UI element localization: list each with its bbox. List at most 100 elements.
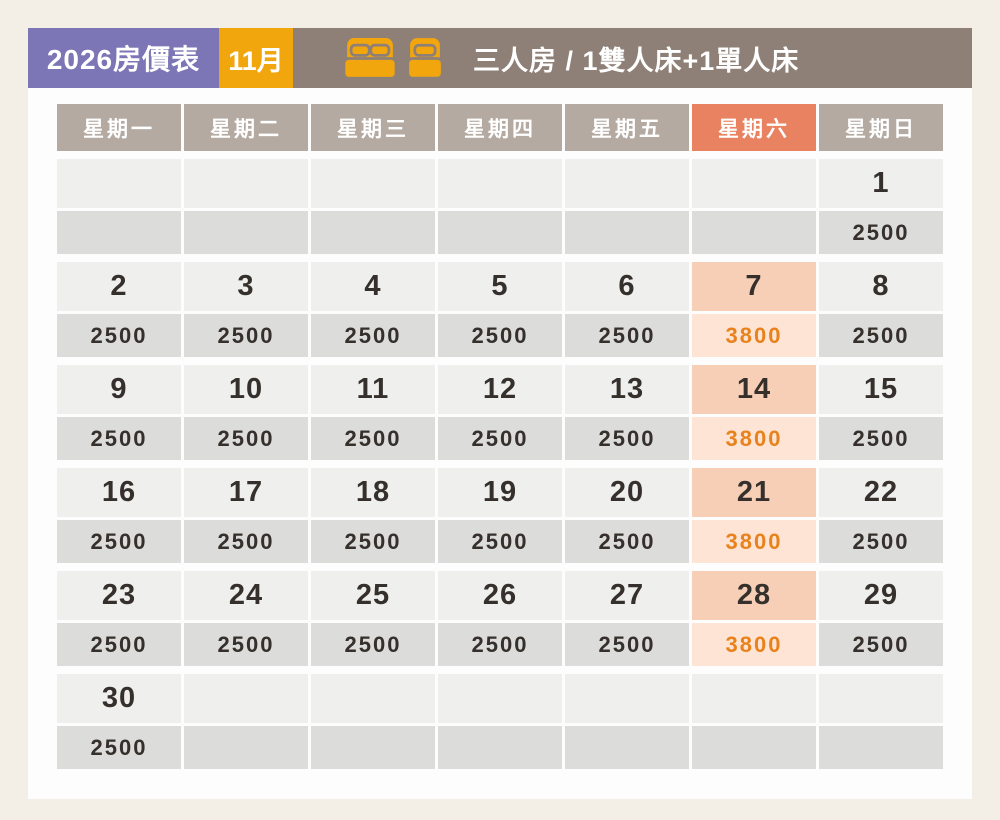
- price-cell-14: 3800: [692, 417, 816, 460]
- day-cell-22: 22: [819, 468, 943, 517]
- weekday-header-5: 星期五: [565, 104, 689, 151]
- day-cell-2: 2: [57, 262, 181, 311]
- calendar-weeks: 1 2500 2 3 4 5 6 7 8 2500 2500 2500 2500 2500 3800 2500…: [57, 159, 943, 769]
- day-cell-26: 26: [438, 571, 562, 620]
- week-row-2: 2 3 4 5 6 7 8 2500 2500 2500 2500 2500 3800 2500: [57, 262, 943, 357]
- bed-icons: [343, 37, 443, 79]
- price-cell-29: 2500: [819, 623, 943, 666]
- day-cell-5: 5: [438, 262, 562, 311]
- day-cell-4: 4: [311, 262, 435, 311]
- price-cell-5: 2500: [438, 314, 562, 357]
- weekday-header-7: 星期日: [819, 104, 943, 151]
- price-cell-26: 2500: [438, 623, 562, 666]
- day-cell-17: 17: [184, 468, 308, 517]
- price-cell-21: 3800: [692, 520, 816, 563]
- day-cell-empty: [438, 159, 562, 208]
- day-cell-3: 3: [184, 262, 308, 311]
- weekday-header-3: 星期三: [311, 104, 435, 151]
- price-cell-25: 2500: [311, 623, 435, 666]
- day-cell-empty: [438, 674, 562, 723]
- price-cell-16: 2500: [57, 520, 181, 563]
- price-cell-17: 2500: [184, 520, 308, 563]
- month-badge: 11月: [219, 28, 293, 88]
- price-cell-empty: [184, 211, 308, 254]
- day-cell-29: 29: [819, 571, 943, 620]
- day-cell-15: 15: [819, 365, 943, 414]
- price-cell-8: 2500: [819, 314, 943, 357]
- price-cell-27: 2500: [565, 623, 689, 666]
- day-cell-27: 27: [565, 571, 689, 620]
- day-cell-23: 23: [57, 571, 181, 620]
- price-cell-19: 2500: [438, 520, 562, 563]
- price-cell-empty: [692, 726, 816, 769]
- day-cell-9: 9: [57, 365, 181, 414]
- weekday-header-4: 星期四: [438, 104, 562, 151]
- price-cell-4: 2500: [311, 314, 435, 357]
- price-cell-28: 3800: [692, 623, 816, 666]
- price-cell-30: 2500: [57, 726, 181, 769]
- day-cell-24: 24: [184, 571, 308, 620]
- price-cell-11: 2500: [311, 417, 435, 460]
- day-cell-25: 25: [311, 571, 435, 620]
- day-cell-empty: [311, 674, 435, 723]
- price-cell-empty: [311, 726, 435, 769]
- price-cell-23: 2500: [57, 623, 181, 666]
- day-cell-18: 18: [311, 468, 435, 517]
- week-row-5: 23 24 25 26 27 28 29 2500 2500 2500 2500 2500 3800 25…: [57, 571, 943, 666]
- header-bar: 2026房價表 11月 三人房 / 1雙人床+1單人床: [28, 28, 972, 88]
- double-bed-icon: [343, 37, 397, 79]
- price-cell-12: 2500: [438, 417, 562, 460]
- day-cell-empty: [565, 674, 689, 723]
- weekday-header-1: 星期一: [57, 104, 181, 151]
- price-cell-3: 2500: [184, 314, 308, 357]
- day-cell-empty: [57, 159, 181, 208]
- price-cell-7: 3800: [692, 314, 816, 357]
- day-cell-empty: [819, 674, 943, 723]
- price-cell-18: 2500: [311, 520, 435, 563]
- day-cell-21: 21: [692, 468, 816, 517]
- price-cell-empty: [311, 211, 435, 254]
- day-cell-empty: [184, 159, 308, 208]
- day-cell-6: 6: [565, 262, 689, 311]
- day-cell-empty: [565, 159, 689, 208]
- price-cell-empty: [438, 211, 562, 254]
- price-cell-empty: [819, 726, 943, 769]
- day-cell-8: 8: [819, 262, 943, 311]
- price-cell-9: 2500: [57, 417, 181, 460]
- day-cell-30: 30: [57, 674, 181, 723]
- price-cell-6: 2500: [565, 314, 689, 357]
- price-table-card: 2026房價表 11月 三人房 / 1雙人床+1單人床 星期一 星期二 星期三 星期四…: [28, 28, 972, 799]
- day-cell-13: 13: [565, 365, 689, 414]
- day-cell-empty: [311, 159, 435, 208]
- week-row-3: 9 10 11 12 13 14 15 2500 2500 2500 2500 2500 3800 250…: [57, 365, 943, 460]
- price-cell-15: 2500: [819, 417, 943, 460]
- week-row-1: 1 2500: [57, 159, 943, 254]
- price-cell-20: 2500: [565, 520, 689, 563]
- price-cell-empty: [438, 726, 562, 769]
- price-cell-2: 2500: [57, 314, 181, 357]
- price-cell-22: 2500: [819, 520, 943, 563]
- day-cell-19: 19: [438, 468, 562, 517]
- day-cell-16: 16: [57, 468, 181, 517]
- price-cell-empty: [184, 726, 308, 769]
- room-title: 三人房 / 1雙人床+1單人床: [473, 45, 800, 76]
- day-cell-1: 1: [819, 159, 943, 208]
- day-cell-empty: [184, 674, 308, 723]
- weekday-header-6: 星期六: [692, 104, 816, 151]
- price-cell-empty: [57, 211, 181, 254]
- day-cell-20: 20: [565, 468, 689, 517]
- single-bed-icon: [407, 37, 443, 79]
- year-badge: 2026房價表: [28, 28, 219, 88]
- price-cell-1: 2500: [819, 211, 943, 254]
- week-row-4: 16 17 18 19 20 21 22 2500 2500 2500 2500 2500 3800 25…: [57, 468, 943, 563]
- weekday-header-2: 星期二: [184, 104, 308, 151]
- day-cell-28: 28: [692, 571, 816, 620]
- price-cell-empty: [565, 726, 689, 769]
- price-cell-empty: [565, 211, 689, 254]
- day-cell-empty: [692, 674, 816, 723]
- day-cell-10: 10: [184, 365, 308, 414]
- price-cell-13: 2500: [565, 417, 689, 460]
- price-cell-empty: [692, 211, 816, 254]
- day-cell-14: 14: [692, 365, 816, 414]
- day-cell-11: 11: [311, 365, 435, 414]
